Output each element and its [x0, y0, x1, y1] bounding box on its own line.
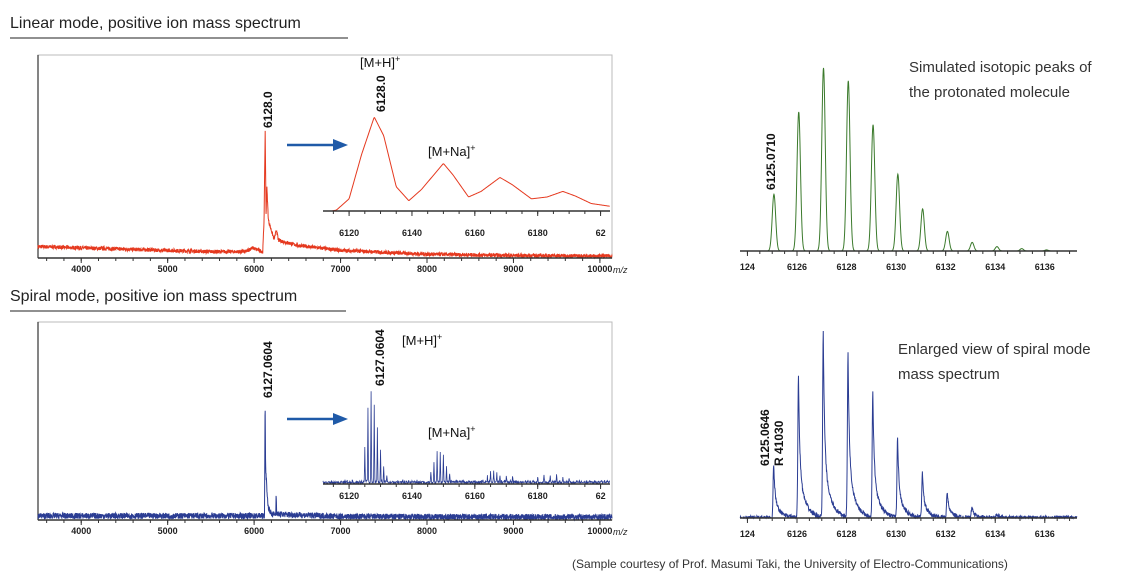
linear-peak-label: 6128.0 — [261, 91, 275, 128]
spiral-tick-label: 9000 — [503, 526, 523, 536]
simulated-peak-label: 6125.0710 — [764, 133, 778, 190]
linear-frame — [37, 54, 613, 259]
linear-tick-label: 8000 — [417, 264, 437, 274]
spiral-inset-chart: 6120 6140 6160 6180 62 — [322, 391, 611, 501]
simulated-tick-label: 6126 — [787, 262, 807, 272]
simulated-tick-label: 6136 — [1035, 262, 1055, 272]
linear-tick-label: 9000 — [503, 264, 523, 274]
simulated-desc-line1: Simulated isotopic peaks of — [909, 59, 1092, 76]
simulated-tick-label: 6132 — [936, 262, 956, 272]
linear-mh-label: [M+H]+ — [360, 54, 400, 70]
spiral-tick-label: 4000 — [71, 526, 91, 536]
linear-mna-label: [M+Na]+ — [428, 143, 476, 159]
simulated-desc-line2: the protonated molecule — [909, 84, 1070, 101]
linear-spectrum-line — [37, 130, 613, 260]
spiral-inset-tick-label: 6160 — [465, 491, 485, 501]
simulated-tick-label: 124 — [740, 262, 755, 272]
enlarged-tick-label: 6134 — [985, 529, 1005, 539]
enlarged-spectrum-line — [739, 331, 1078, 520]
linear-inset-spectrum-line — [323, 116, 610, 212]
spiral-inset-tick-label: 6140 — [402, 491, 422, 501]
linear-inset-tick-label: 6120 — [339, 228, 359, 238]
enlarged-chart: 124 6126 6128 6130 6132 6134 6136 — [739, 331, 1078, 539]
spiral-tick-label: 6000 — [244, 526, 264, 536]
spiral-inset-tick-label: 62 — [596, 491, 606, 501]
spiral-zoom-arrow — [287, 413, 348, 425]
spiral-mz-unit: m/z — [613, 527, 628, 537]
spiral-mna-label: [M+Na]+ — [428, 424, 476, 440]
spiral-inset-tick-label: 6120 — [339, 491, 359, 501]
simulated-tick-label: 6128 — [837, 262, 857, 272]
linear-tick-label: 10000 — [587, 264, 612, 274]
spiral-inset-tick-label: 6180 — [528, 491, 548, 501]
linear-mz-unit: m/z — [613, 265, 628, 275]
spiral-tick-label: 10000 — [587, 526, 612, 536]
spiral-tick-label: 8000 — [417, 526, 437, 536]
enlarged-tick-label: 6130 — [886, 529, 906, 539]
linear-tick-label: 6000 — [244, 264, 264, 274]
linear-inset-tick-label: 6160 — [465, 228, 485, 238]
spiral-section-title: Spiral mode, positive ion mass spectrum — [10, 288, 297, 305]
linear-chart: 4000 5000 6000 7000 8000 9000 10000 — [37, 54, 613, 274]
linear-tick-label: 4000 — [71, 264, 91, 274]
spiral-inset-peak-label: 6127.0604 — [373, 329, 387, 386]
enlarged-peak-label: 6125.0646 — [758, 409, 772, 466]
spiral-mh-label: [M+H]+ — [402, 332, 442, 348]
simulated-chart: 124 6126 6128 6130 6132 6134 6136 — [740, 67, 1077, 272]
linear-tick-label: 5000 — [158, 264, 178, 274]
spiral-spectrum-line — [37, 410, 613, 522]
linear-inset-tick-label: 62 — [596, 228, 606, 238]
simulated-tick-label: 6134 — [985, 262, 1005, 272]
linear-inset-chart: 6120 6140 6160 6180 62 — [323, 116, 610, 238]
enlarged-desc-line2: mass spectrum — [898, 366, 1000, 383]
enlarged-tick-label: 6126 — [787, 529, 807, 539]
spiral-inset-spectrum-line — [322, 391, 611, 486]
linear-tick-label: 7000 — [331, 264, 351, 274]
enlarged-tick-label: 124 — [740, 529, 755, 539]
spiral-tick-label: 5000 — [158, 526, 178, 536]
enlarged-resolution-label: R 41030 — [772, 420, 786, 466]
enlarged-tick-label: 6136 — [1035, 529, 1055, 539]
linear-inset-tick-label: 6180 — [528, 228, 548, 238]
enlarged-tick-label: 6128 — [837, 529, 857, 539]
linear-inset-peak-label: 6128.0 — [374, 75, 388, 112]
spiral-chart: 4000 5000 6000 7000 8000 9000 10000 — [37, 321, 613, 536]
footnote: (Sample courtesy of Prof. Masumi Taki, t… — [572, 557, 1008, 571]
enlarged-desc-line1: Enlarged view of spiral mode — [898, 341, 1091, 358]
spiral-tick-label: 7000 — [331, 526, 351, 536]
linear-inset-tick-label: 6140 — [402, 228, 422, 238]
spiral-frame — [37, 321, 613, 521]
enlarged-tick-label: 6132 — [936, 529, 956, 539]
linear-section-title: Linear mode, positive ion mass spectrum — [10, 15, 301, 32]
linear-zoom-arrow — [287, 139, 348, 151]
simulated-tick-label: 6130 — [886, 262, 906, 272]
spiral-peak-label: 6127.0604 — [261, 341, 275, 398]
